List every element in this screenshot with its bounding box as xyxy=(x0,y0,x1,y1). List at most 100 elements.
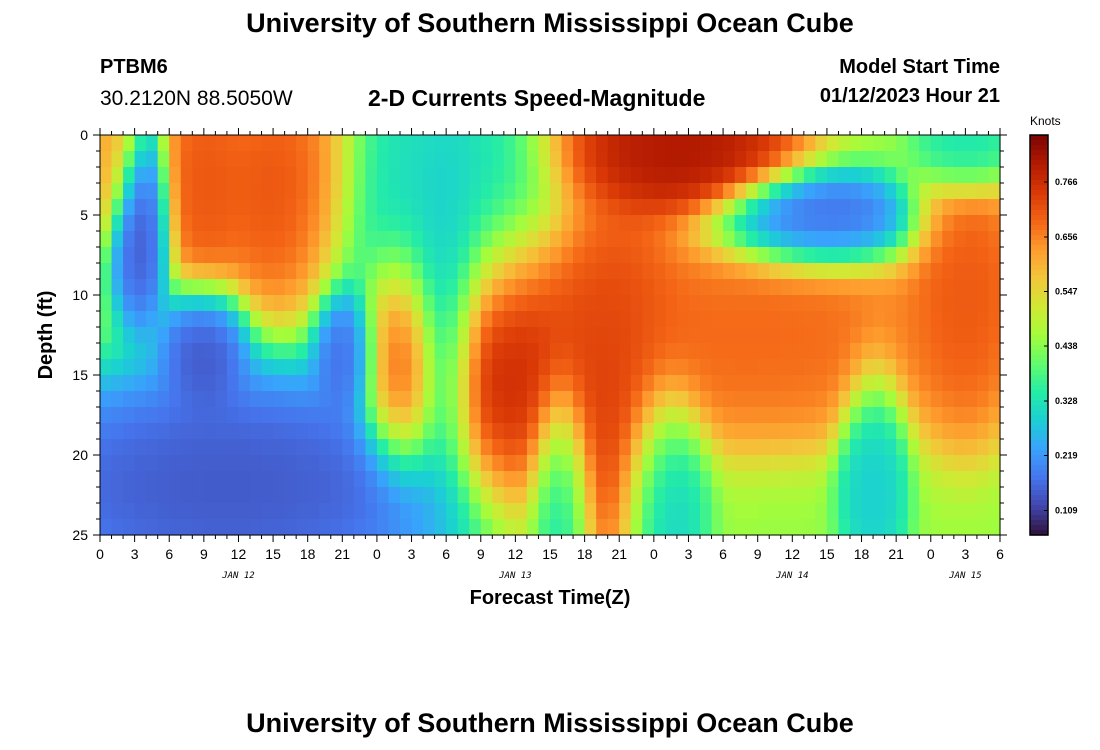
heatmap-cell xyxy=(665,151,678,168)
heatmap-cell xyxy=(480,183,493,200)
heatmap-cell xyxy=(757,519,770,536)
heatmap-cell xyxy=(515,311,528,328)
heatmap-cell xyxy=(630,135,643,152)
heatmap-cell xyxy=(873,295,886,312)
heatmap-cell xyxy=(203,487,216,504)
heatmap-cell xyxy=(988,295,1001,312)
heatmap-cell xyxy=(965,455,978,472)
heatmap-cell xyxy=(953,167,966,184)
heatmap-cell xyxy=(365,247,378,264)
heatmap-cell xyxy=(769,231,782,248)
heatmap-cell xyxy=(607,247,620,264)
heatmap-cell xyxy=(261,279,274,296)
heatmap-cell xyxy=(769,167,782,184)
heatmap-cell xyxy=(723,311,736,328)
heatmap-cell xyxy=(365,487,378,504)
heatmap-cell xyxy=(261,263,274,280)
heatmap-cell xyxy=(907,231,920,248)
heatmap-cell xyxy=(400,327,413,344)
heatmap-cell xyxy=(123,439,136,456)
heatmap-cell xyxy=(376,167,390,184)
heatmap-cell xyxy=(803,455,816,472)
colorbar-segment xyxy=(1030,150,1048,156)
heatmap-cell xyxy=(400,311,413,328)
heatmap-cell xyxy=(365,183,378,200)
colorbar-segment xyxy=(1030,375,1048,381)
chart-title: University of Southern Mississippi Ocean… xyxy=(246,8,854,38)
heatmap-cell xyxy=(561,487,574,504)
heatmap-cell xyxy=(296,327,309,344)
heatmap-cell xyxy=(538,215,551,232)
heatmap-cell xyxy=(723,183,736,200)
heatmap-cell xyxy=(111,247,124,264)
heatmap-cell xyxy=(100,263,113,280)
heatmap-cell xyxy=(596,295,609,312)
heatmap-cell xyxy=(400,135,413,152)
heatmap-cell xyxy=(930,503,943,520)
heatmap-cell xyxy=(469,375,482,392)
heatmap-cell xyxy=(526,247,540,264)
heatmap-cell xyxy=(930,343,943,360)
heatmap-cell xyxy=(215,151,228,168)
heatmap-cell xyxy=(203,135,216,152)
heatmap-cell xyxy=(307,327,320,344)
heatmap-cell xyxy=(930,439,943,456)
heatmap-cell xyxy=(630,455,643,472)
heatmap-cell xyxy=(930,359,943,376)
heatmap-cell xyxy=(515,343,528,360)
heatmap-cell xyxy=(573,391,586,408)
heatmap-cell xyxy=(457,471,470,488)
heatmap-cell xyxy=(123,295,136,312)
heatmap-cell xyxy=(180,343,193,360)
heatmap-cell xyxy=(146,295,159,312)
heatmap-cell xyxy=(157,135,170,152)
heatmap-cell xyxy=(780,199,793,216)
heatmap-cell xyxy=(734,391,747,408)
heatmap-cell xyxy=(919,311,932,328)
heatmap-cell xyxy=(307,471,320,488)
heatmap-cell xyxy=(273,199,286,216)
heatmap-cell xyxy=(388,231,401,248)
heatmap-cell xyxy=(203,263,216,280)
heatmap-cell xyxy=(226,199,240,216)
heatmap-cell xyxy=(803,263,816,280)
heatmap-cell xyxy=(653,455,666,472)
heatmap-cell xyxy=(100,327,113,344)
heatmap-cell xyxy=(630,407,643,424)
heatmap-cell xyxy=(953,359,966,376)
heatmap-cell xyxy=(873,455,886,472)
heatmap-cell xyxy=(342,231,355,248)
heatmap-cell xyxy=(319,327,332,344)
heatmap-cell xyxy=(873,487,886,504)
heatmap-cell xyxy=(203,279,216,296)
heatmap-cell xyxy=(861,455,874,472)
heatmap-cell xyxy=(550,375,563,392)
heatmap-cell xyxy=(250,487,263,504)
heatmap-cell xyxy=(180,135,193,152)
heatmap-cell xyxy=(284,327,297,344)
heatmap-cell xyxy=(376,135,390,152)
heatmap-cell xyxy=(330,343,343,360)
colorbar-segment xyxy=(1030,280,1048,286)
heatmap-cell xyxy=(446,343,459,360)
heatmap-cell xyxy=(250,151,263,168)
heatmap-cell xyxy=(850,199,863,216)
heatmap-cell xyxy=(526,151,540,168)
heatmap-cell xyxy=(873,279,886,296)
heatmap-cell xyxy=(226,487,240,504)
heatmap-cell xyxy=(653,375,666,392)
heatmap-cell xyxy=(930,391,943,408)
heatmap-cell xyxy=(734,519,747,536)
heatmap-cell xyxy=(815,471,828,488)
heatmap-cell xyxy=(803,295,816,312)
heatmap-cell xyxy=(757,263,770,280)
heatmap-cell xyxy=(596,183,609,200)
heatmap-cell xyxy=(469,295,482,312)
heatmap-cell xyxy=(192,327,205,344)
heatmap-cell xyxy=(526,215,540,232)
heatmap-cell xyxy=(330,151,343,168)
colorbar-segment xyxy=(1030,200,1048,206)
heatmap-cell xyxy=(746,359,759,376)
heatmap-cell xyxy=(169,487,182,504)
heatmap-cell xyxy=(838,151,851,168)
